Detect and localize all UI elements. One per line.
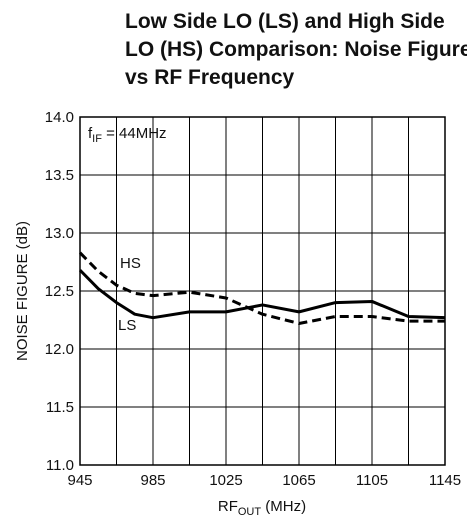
annotation-sub: IF <box>92 133 102 145</box>
y-tick-label: 14.0 <box>45 109 74 126</box>
x-tick-label: 1065 <box>282 472 315 489</box>
x-tick-label: 1105 <box>356 472 388 489</box>
chart-title: vs RF Frequency <box>125 66 295 89</box>
annotation: fIF = 44MHz <box>88 125 167 145</box>
x-label-sub: OUT <box>238 506 262 518</box>
x-axis-label: RFOUT (MHz) <box>218 498 306 518</box>
plot-frame <box>79 116 446 466</box>
x-tick-label: 1145 <box>429 472 461 489</box>
x-tick-label: 945 <box>67 472 92 489</box>
series-line <box>78 269 446 320</box>
y-tick-label: 11.0 <box>46 457 74 474</box>
y-axis-label: NOISE FIGURE (dB) <box>14 221 31 361</box>
annotation-rest: = 44MHz <box>102 125 167 142</box>
x-tick-label: 985 <box>140 472 165 489</box>
y-tick-label: 13.0 <box>45 225 74 242</box>
y-tick-label: 12.5 <box>45 283 74 300</box>
annotation-text: f <box>88 125 93 142</box>
series-label: HS <box>120 255 141 272</box>
series-line <box>78 251 445 325</box>
x-tick-label: 1025 <box>209 472 242 489</box>
chart-title: LO (HS) Comparison: Noise Figure <box>125 38 467 61</box>
y-tick-label: 11.5 <box>46 399 74 416</box>
x-label-text: RF <box>218 498 238 515</box>
y-tick-label: 12.0 <box>45 341 74 358</box>
y-tick-label: 13.5 <box>45 167 74 184</box>
x-label-rest: (MHz) <box>261 498 306 515</box>
chart-title: Low Side LO (LS) and High Side <box>125 10 445 33</box>
series-label: LS <box>118 317 136 334</box>
